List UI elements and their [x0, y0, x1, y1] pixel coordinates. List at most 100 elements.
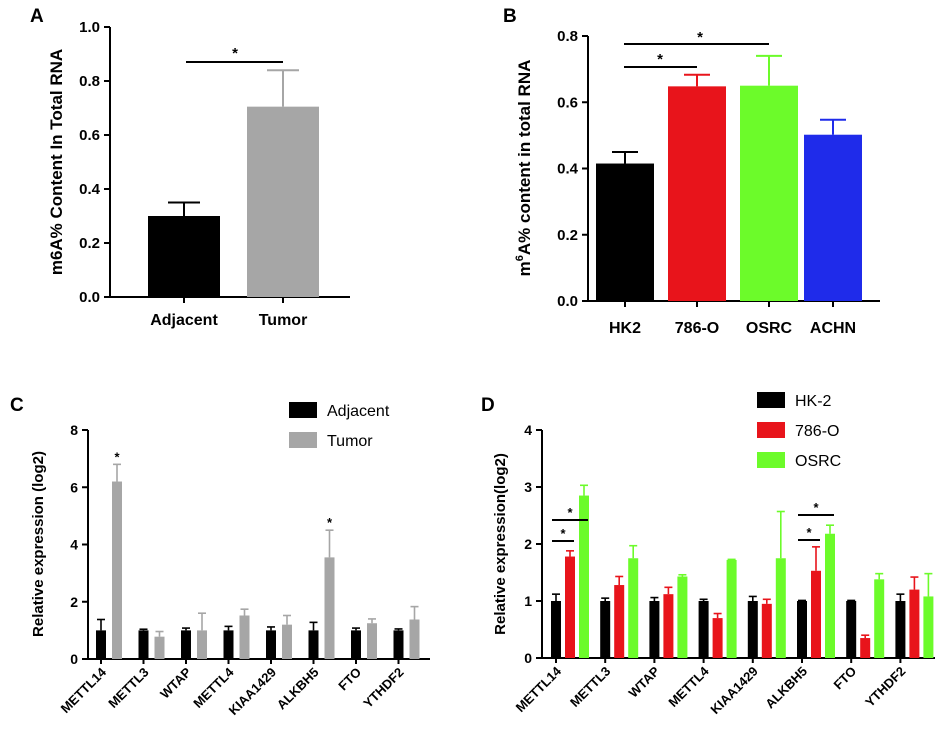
D-y-label: Relative expression(log2) [492, 453, 509, 635]
A-y-label: m6A% Content In Total RNA [47, 49, 66, 275]
C-legend-label: Tumor [327, 433, 373, 450]
D-bar-786-o-mettl14 [565, 556, 575, 658]
B-y-label-part: A% content in total RNA [515, 60, 534, 256]
D-x-label: WTAP [626, 663, 663, 700]
C-y-tick-label: 4 [70, 537, 78, 553]
D-bar-osrc-wtap [677, 576, 688, 658]
C-significance-star: * [114, 449, 120, 464]
D-significance-star: * [813, 500, 819, 515]
B-y-tick-label: 0.6 [557, 94, 578, 111]
D-bar-hk-2-mettl3 [600, 601, 611, 658]
D-legend-swatch-786-o [757, 422, 785, 438]
A-significance-star: * [232, 45, 238, 62]
D-bar-osrc-ythdf2 [923, 596, 934, 658]
D-bar-786-o-fto [860, 638, 871, 658]
C-x-label: WTAP [157, 664, 194, 701]
C-bar-adjacent-mettl3 [138, 630, 149, 659]
C-y-tick-label: 8 [70, 422, 78, 438]
C-bar-adjacent-ythdf2 [393, 630, 404, 659]
B-x-label: ACHN [810, 320, 856, 337]
D-legend-swatch-hk-2 [757, 392, 785, 408]
D-bar-hk-2-wtap [649, 601, 660, 658]
D-bar-osrc-kiaa1429 [775, 558, 786, 658]
A-bar-tumor [247, 106, 319, 298]
C-bar-tumor-kiaa1429 [282, 624, 292, 659]
D-legend-label: HK-2 [795, 393, 832, 410]
B-y-tick-label: 0.8 [557, 28, 578, 45]
B-bar-786-o [668, 86, 726, 301]
C-bar-adjacent-mettl4 [223, 630, 234, 659]
D-x-label: ALKBH5 [762, 664, 810, 712]
C-legend-swatch-tumor [289, 432, 317, 448]
C-x-label: METTL14 [58, 664, 110, 716]
D-legend-label: OSRC [795, 453, 841, 470]
D-x-label: METTL4 [665, 663, 712, 710]
B-bar-osrc [740, 85, 798, 301]
panel-letter-B: B [503, 6, 517, 27]
A-x-label: Tumor [259, 312, 308, 329]
D-bar-hk-2-fto [846, 601, 857, 658]
C-significance-star: * [327, 515, 333, 530]
B-y-label: m6A% content in total RNA [514, 60, 534, 277]
B-y-tick-label: 0.0 [557, 293, 578, 310]
C-bar-tumor-ythdf2 [409, 619, 420, 659]
D-x-label: FTO [830, 664, 859, 693]
C-legend-swatch-adjacent [289, 402, 317, 418]
C-bar-tumor-mettl4 [239, 615, 250, 659]
D-bar-hk-2-ythdf2 [895, 601, 906, 658]
B-y-tick-label: 0.4 [557, 161, 579, 178]
B-x-label: HK2 [609, 320, 641, 337]
D-bar-osrc-alkbh5 [825, 533, 835, 658]
C-y-tick-label: 2 [70, 594, 78, 610]
C-x-label: YTHDF2 [360, 665, 406, 711]
D-x-label: KIAA1429 [707, 664, 761, 718]
C-bar-adjacent-wtap [181, 630, 191, 659]
C-bar-adjacent-fto [351, 630, 361, 659]
D-x-label: METTL14 [513, 663, 565, 715]
D-y-tick-label: 4 [524, 422, 532, 438]
D-legend-label: 786-O [795, 423, 839, 440]
C-bar-tumor-fto [367, 623, 377, 659]
C-bar-adjacent-kiaa1429 [266, 630, 276, 659]
A-y-tick-label: 0.6 [79, 127, 100, 144]
D-y-tick-label: 1 [524, 593, 532, 609]
C-y-label: Relative expression (log2) [30, 451, 47, 637]
D-bar-786-o-mettl4 [712, 618, 723, 658]
C-bar-tumor-alkbh5 [324, 557, 335, 659]
C-x-label: METTL3 [105, 665, 151, 711]
D-x-label: METTL3 [567, 664, 613, 710]
A-y-tick-label: 1.0 [79, 19, 100, 36]
panel-letter-A: A [30, 6, 44, 27]
D-bar-hk-2-kiaa1429 [747, 601, 758, 658]
B-bar-hk2 [596, 163, 654, 301]
D-bar-786-o-wtap [663, 594, 674, 658]
C-x-label: FTO [335, 665, 364, 694]
B-bar-achn [804, 134, 862, 301]
A-y-tick-label: 0.0 [79, 289, 100, 306]
D-bar-786-o-kiaa1429 [761, 603, 772, 658]
B-x-label: 786-O [675, 320, 719, 337]
D-bar-osrc-fto [874, 579, 885, 658]
B-significance-star: * [697, 29, 703, 46]
A-y-tick-label: 0.2 [79, 235, 100, 252]
B-y-tick-label: 0.2 [557, 227, 578, 244]
D-bar-786-o-ythdf2 [909, 589, 920, 658]
B-x-label: OSRC [746, 320, 793, 337]
D-bar-osrc-mettl3 [628, 558, 639, 658]
C-bar-tumor-wtap [197, 630, 207, 659]
D-bar-osrc-mettl4 [726, 559, 737, 658]
C-bar-tumor-mettl3 [154, 636, 165, 659]
D-bar-hk-2-mettl14 [551, 601, 561, 658]
A-bar-adjacent [148, 216, 220, 297]
D-bar-786-o-alkbh5 [811, 570, 821, 658]
D-bar-786-o-mettl3 [614, 585, 625, 658]
B-y-label-part: m [515, 261, 534, 276]
A-y-tick-label: 0.8 [79, 73, 100, 90]
C-bar-adjacent-alkbh5 [308, 630, 319, 659]
D-bar-hk-2-mettl4 [698, 601, 709, 658]
C-x-label: ALKBH5 [274, 665, 322, 713]
D-y-tick-label: 3 [524, 479, 532, 495]
D-significance-star: * [806, 525, 812, 540]
D-significance-star: * [560, 526, 566, 541]
B-significance-star: * [657, 51, 663, 68]
